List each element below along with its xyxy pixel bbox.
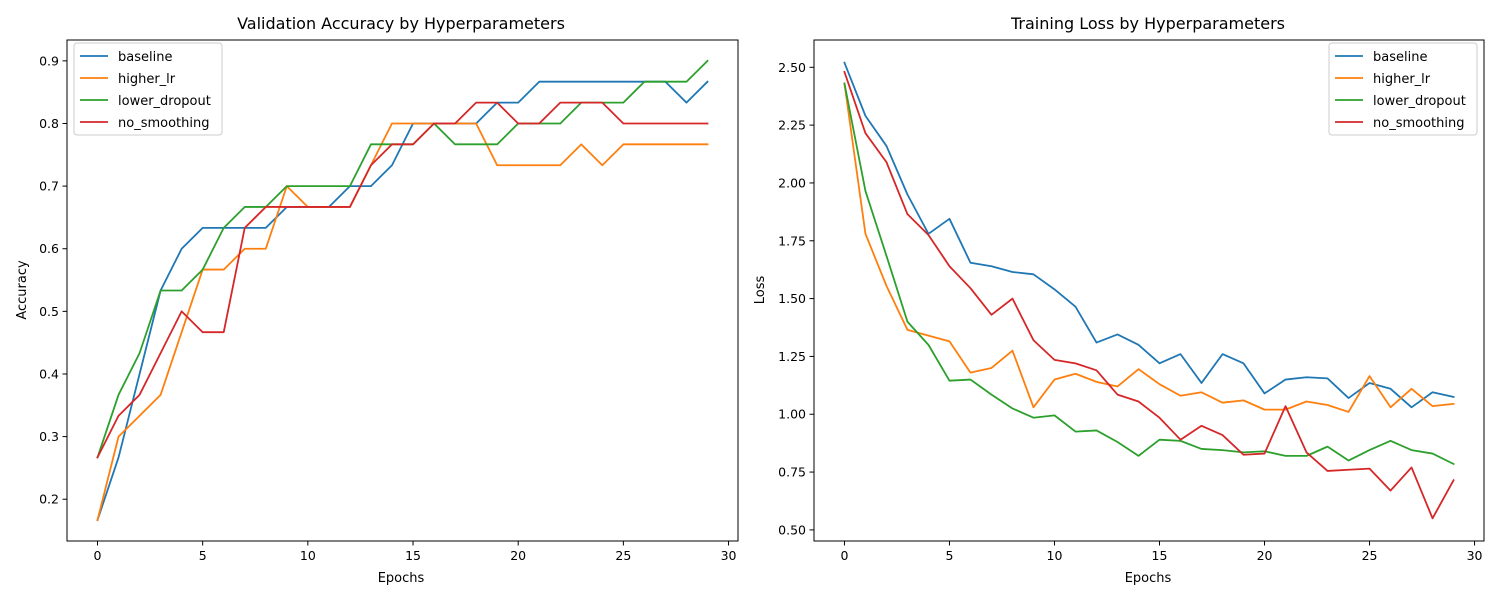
legend-entry-no_smoothing: no_smoothing: [1373, 116, 1464, 131]
y-tick-label: 2.50: [778, 60, 806, 75]
x-tick-label: 15: [405, 548, 421, 563]
y-tick-label: 0.9: [39, 53, 59, 68]
accuracy-chart: Validation Accuracy by Hyperparameters E…: [15, 14, 739, 586]
legend-entry-lower_dropout: lower_dropout: [118, 94, 211, 109]
x-tick-label: 10: [1047, 548, 1063, 563]
y-tick-label: 0.3: [39, 429, 59, 444]
axes-frame: [66, 39, 739, 542]
x-axis-label: Epochs: [1125, 571, 1172, 586]
x-tick-label: 0: [94, 548, 102, 563]
series-line-no_smoothing: [96, 101, 709, 459]
legend-entry-baseline: baseline: [118, 50, 172, 65]
y-tick-label: 0.75: [778, 465, 806, 480]
y-tick-label: 0.6: [39, 241, 59, 256]
x-tick-label: 5: [199, 548, 207, 563]
legend: baseline higher_lr lower_dropout no_smoothi…: [1328, 42, 1478, 136]
x-tick-label: 20: [510, 548, 526, 563]
legend-entry-lower_dropout: lower_dropout: [1373, 94, 1466, 109]
y-tick-label: 1.00: [778, 407, 806, 422]
loss-chart: Training Loss by Hyperparameters Epochs …: [753, 14, 1485, 586]
y-tick-label: 0.50: [778, 522, 806, 537]
y-tick-label: 1.75: [778, 233, 806, 248]
x-tick-label: 25: [615, 548, 631, 563]
y-tick-label: 0.8: [39, 116, 59, 131]
y-tick-label: 0.4: [39, 366, 59, 381]
x-tick-label: 15: [1152, 548, 1168, 563]
series-line-higher_lr: [96, 122, 709, 522]
axes-frame: [813, 39, 1485, 542]
chart-title: Training Loss by Hyperparameters: [1010, 14, 1285, 33]
y-axis-label: Loss: [753, 276, 768, 305]
legend-entry-higher_lr: higher_lr: [118, 72, 176, 87]
y-tick-label: 0.7: [39, 179, 59, 194]
series-line-baseline: [843, 61, 1455, 409]
x-tick-label: 30: [1467, 548, 1483, 563]
chart-title: Validation Accuracy by Hyperparameters: [237, 14, 565, 33]
x-tick-label: 20: [1257, 548, 1273, 563]
y-tick-label: 2.00: [778, 175, 806, 190]
y-tick-label: 2.25: [778, 118, 806, 133]
legend-entry-no_smoothing: no_smoothing: [118, 116, 209, 131]
series-line-no_smoothing: [843, 70, 1455, 520]
series-line-lower_dropout: [843, 82, 1455, 466]
x-tick-label: 0: [840, 548, 848, 563]
legend-entry-baseline: baseline: [1373, 50, 1427, 65]
series-line-baseline: [96, 80, 709, 522]
x-tick-label: 25: [1362, 548, 1378, 563]
x-axis-label: Epochs: [378, 571, 425, 586]
y-tick-label: 0.2: [39, 492, 59, 507]
x-tick-label: 10: [300, 548, 316, 563]
x-tick-label: 5: [945, 548, 953, 563]
y-tick-label: 1.50: [778, 291, 806, 306]
legend-entry-higher_lr: higher_lr: [1373, 72, 1431, 87]
y-axis-label: Accuracy: [15, 260, 30, 320]
series-line-higher_lr: [843, 82, 1455, 413]
legend: baseline higher_lr lower_dropout no_smoothi…: [73, 42, 223, 136]
x-tick-label: 30: [721, 548, 737, 563]
y-tick-label: 0.5: [39, 304, 59, 319]
y-tick-label: 1.25: [778, 349, 806, 364]
